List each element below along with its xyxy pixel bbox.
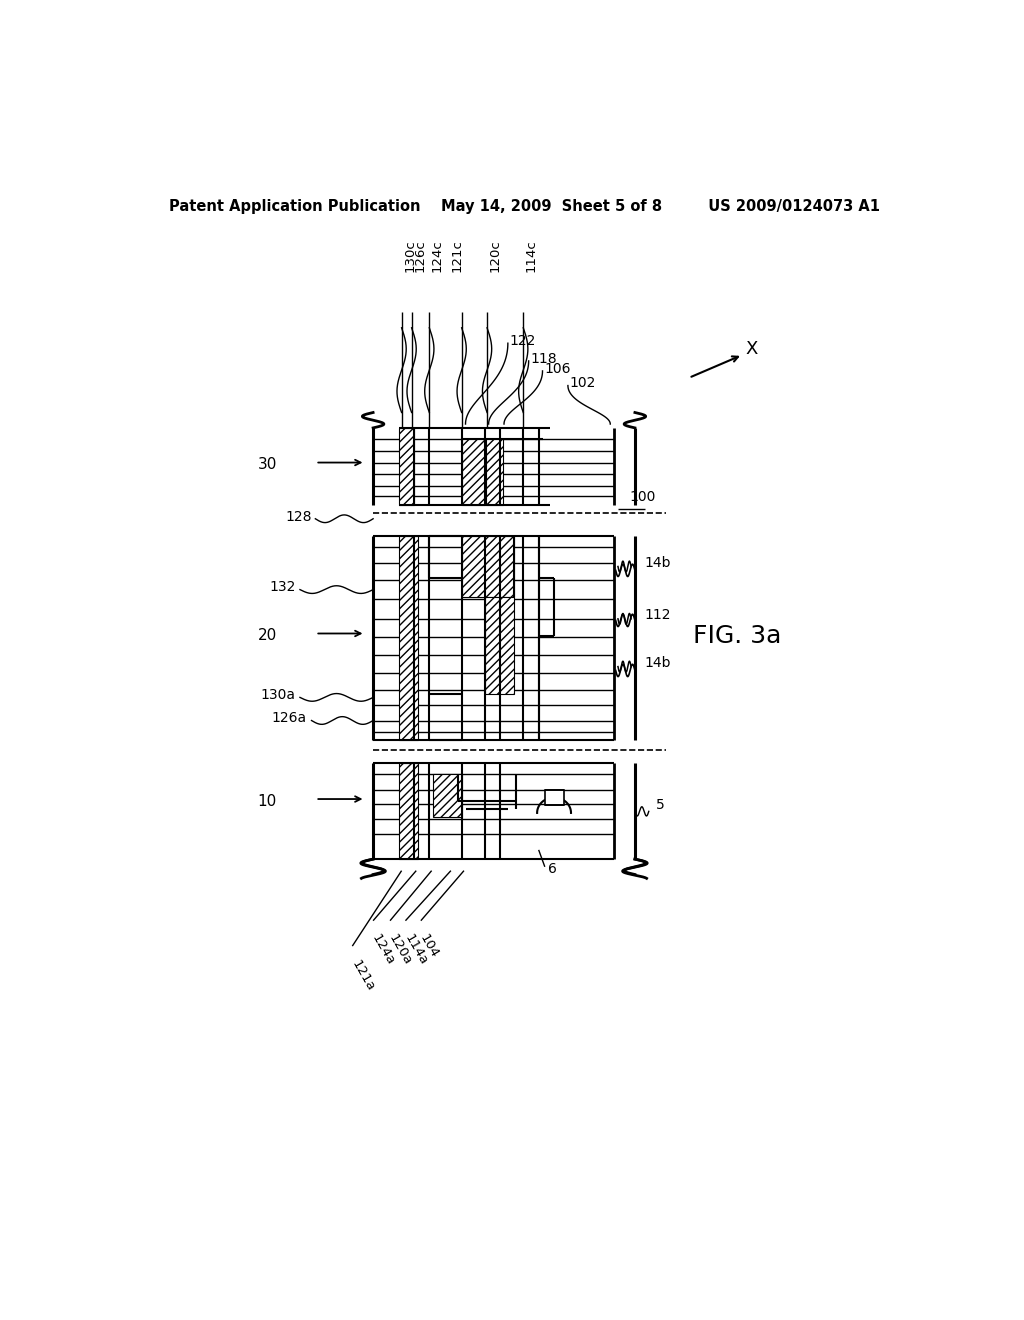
Text: 128: 128 xyxy=(285,511,311,524)
Bar xyxy=(462,536,514,598)
Text: 118: 118 xyxy=(530,351,557,366)
Text: 120c: 120c xyxy=(488,239,502,272)
Text: 126a: 126a xyxy=(271,711,306,725)
Text: X: X xyxy=(745,339,758,358)
Text: 14b: 14b xyxy=(645,556,672,570)
Text: Patent Application Publication    May 14, 2009  Sheet 5 of 8         US 2009/012: Patent Application Publication May 14, 2… xyxy=(169,198,881,214)
Text: 30: 30 xyxy=(257,457,276,473)
Bar xyxy=(486,440,503,506)
Text: 124c: 124c xyxy=(431,239,443,272)
Text: 132: 132 xyxy=(269,581,295,594)
Text: 5: 5 xyxy=(655,799,665,812)
Bar xyxy=(484,597,514,693)
Text: 6: 6 xyxy=(548,862,557,876)
Text: 114a: 114a xyxy=(401,932,430,968)
Text: 14b: 14b xyxy=(645,656,672,669)
Text: 121c: 121c xyxy=(451,239,463,272)
Text: 126c: 126c xyxy=(413,239,426,272)
Text: 106: 106 xyxy=(544,362,570,376)
Bar xyxy=(398,536,418,739)
Bar xyxy=(545,789,564,805)
Text: 102: 102 xyxy=(569,376,596,391)
Text: 124a: 124a xyxy=(370,932,397,968)
Text: FIG. 3a: FIG. 3a xyxy=(692,624,781,648)
Text: 10: 10 xyxy=(258,793,276,809)
Text: 114c: 114c xyxy=(524,239,538,272)
Text: 130c: 130c xyxy=(403,239,416,272)
Text: 120a: 120a xyxy=(386,932,415,968)
Bar xyxy=(398,763,418,859)
Text: 130a: 130a xyxy=(260,688,295,702)
Bar xyxy=(462,440,484,506)
Text: 104: 104 xyxy=(417,932,441,961)
Text: 122: 122 xyxy=(509,334,536,348)
Bar xyxy=(398,428,414,506)
Text: 121a: 121a xyxy=(348,958,377,993)
Bar xyxy=(433,775,463,817)
Text: 100: 100 xyxy=(630,490,656,504)
Text: 112: 112 xyxy=(645,609,672,622)
Text: 20: 20 xyxy=(258,628,276,643)
